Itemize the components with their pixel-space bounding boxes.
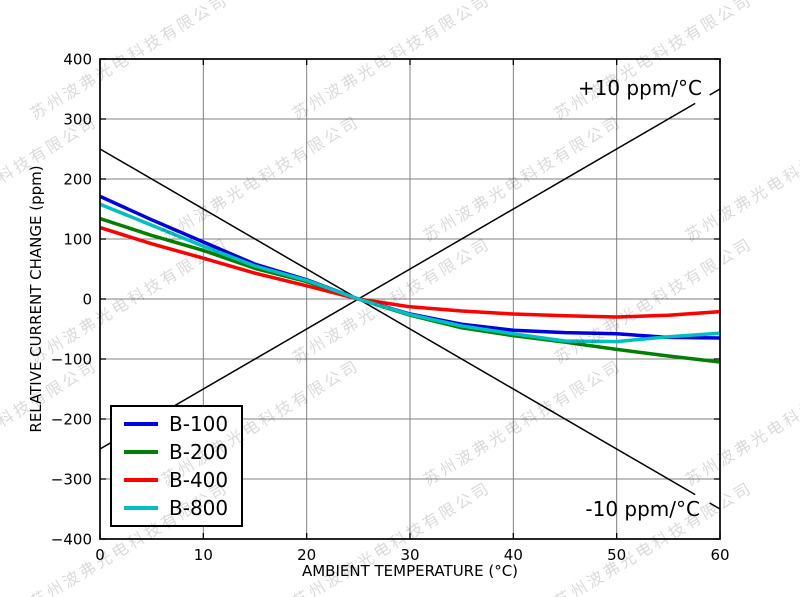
reference-line <box>99 148 696 496</box>
legend-label: B-400 <box>169 468 229 492</box>
legend-line-swatch <box>124 506 158 510</box>
legend-line-swatch <box>124 422 158 426</box>
curve-B-400 <box>99 225 721 319</box>
legend-line-swatch <box>124 478 158 482</box>
x-tick-label: 20 <box>297 546 316 564</box>
y-tick-label: 100 <box>63 231 92 249</box>
legend-label: B-200 <box>169 440 229 464</box>
legend-item-B-800: B-800 <box>112 494 241 522</box>
x-tick-label: 40 <box>504 546 523 564</box>
x-tick-label: 50 <box>607 546 626 564</box>
legend-line-swatch <box>124 450 158 454</box>
legend-item-B-100: B-100 <box>112 410 241 438</box>
y-tick-label: −100 <box>51 351 92 369</box>
legend-label: B-100 <box>169 412 229 436</box>
legend-item-B-200: B-200 <box>112 438 241 466</box>
y-tick-label: 400 <box>63 51 92 69</box>
minus10-annotation: -10 ppm/°C <box>585 497 700 521</box>
x-tick-label: 10 <box>194 546 213 564</box>
curve-B-800 <box>99 202 721 344</box>
legend-label: B-800 <box>169 496 229 520</box>
tick-labels: 0 10 20 30 40 50 60 400 300 200 100 0 −100 −200 −300 −4… <box>51 51 730 565</box>
reference-line <box>709 502 721 510</box>
legend: B-100 B-200 B-400 B-800 <box>110 405 243 527</box>
plot-frame <box>99 58 721 540</box>
x-tick-label: 30 <box>400 546 419 564</box>
y-tick-label: −400 <box>51 531 92 549</box>
y-tick-label: −200 <box>51 411 92 429</box>
x-tick-label: 60 <box>710 546 729 564</box>
y-tick-label: 0 <box>82 291 92 309</box>
y-tick-label: −300 <box>51 471 92 489</box>
y-axis-title: RELATIVE CURRENT CHANGE (ppm) <box>27 165 45 432</box>
reference-lines <box>99 88 721 510</box>
y-tick-label: 300 <box>63 111 92 129</box>
y-tick-label: 200 <box>63 171 92 189</box>
reference-line <box>99 102 696 450</box>
x-axis-title: AMBIENT TEMPERATURE (°C) <box>302 562 518 580</box>
reference-line <box>709 88 721 96</box>
legend-item-B-400: B-400 <box>112 466 241 494</box>
plus10-annotation: +10 ppm/°C <box>578 76 702 100</box>
data-curves <box>99 194 721 364</box>
x-tick-label: 0 <box>95 546 105 564</box>
